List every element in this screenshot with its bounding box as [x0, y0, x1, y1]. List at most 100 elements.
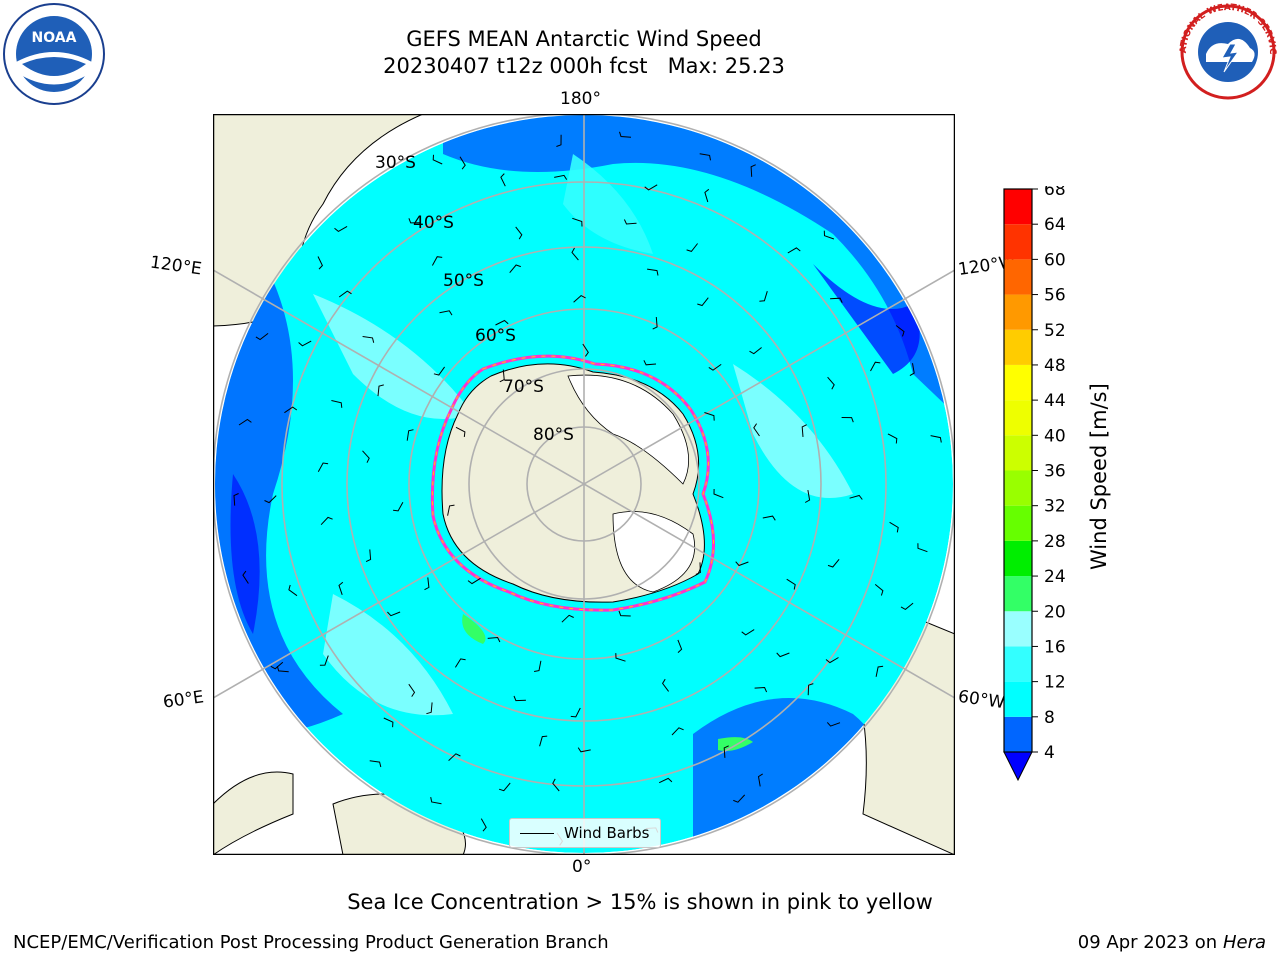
wind-barb [556, 134, 562, 147]
colorbar-block [1004, 364, 1032, 401]
wind-barb [430, 797, 442, 805]
lat-label-40s: 40°S [413, 213, 454, 233]
wind-barb [643, 360, 657, 366]
chart-subtitle: 20230407 t12z 000h fcst Max: 25.23 [0, 54, 1168, 78]
footer-date: 09 Apr 2023 on Hera [1078, 932, 1266, 953]
wind-barb [787, 247, 801, 254]
wind-barb [573, 294, 586, 303]
legend-label: Wind Barbs [564, 824, 650, 842]
footer-host: Hera [1222, 932, 1266, 953]
lon-label-120e: 120°E [148, 252, 203, 280]
wind-barb [500, 173, 506, 187]
wind-barb [677, 639, 683, 653]
lon-label-180: 180° [560, 89, 601, 109]
wind-barb [509, 264, 521, 274]
wind-barb [647, 268, 659, 276]
lat-label-30s: 30°S [375, 153, 416, 173]
wind-barb [582, 343, 589, 357]
wind-barb [900, 602, 914, 611]
colorbar-blocks [1004, 189, 1032, 752]
lat-label-80s: 80°S [533, 425, 574, 445]
colorbar-block [1004, 259, 1032, 295]
wind-barb [480, 818, 487, 832]
wind-barb [319, 655, 329, 666]
wind-barb [619, 131, 632, 138]
colorbar-block [1004, 646, 1032, 682]
wind-barb [284, 406, 298, 414]
wind-barb [930, 435, 942, 443]
wind-barb [270, 661, 284, 670]
wind-barb [804, 490, 811, 503]
wind-barb [276, 665, 289, 673]
wind-barb [408, 218, 421, 224]
wind-barb [830, 297, 843, 303]
colorbar-extend-arrow [1003, 751, 1033, 782]
lon-label-0: 0° [572, 857, 592, 877]
nws-logo: NATIONAL WEATHER SERVICE [1172, 0, 1280, 102]
wind-barb [618, 610, 631, 617]
wind-barb [552, 778, 560, 792]
colorbar-block [1004, 400, 1032, 436]
noaa-logo-text: NOAA [32, 30, 77, 46]
wind-barb [841, 417, 854, 423]
wind-barb [801, 424, 807, 437]
wind-barb [623, 219, 637, 225]
wind-barb [723, 745, 729, 758]
colorbar-block [1004, 681, 1032, 717]
wind-barb [704, 412, 715, 421]
wind-barb [561, 614, 574, 623]
wind-barb [917, 543, 928, 553]
colorbar-tick-label: 8 [1044, 708, 1055, 728]
colorbar-block [1004, 716, 1032, 752]
wind-barb [539, 735, 548, 747]
map-legend: Wind Barbs [509, 818, 661, 848]
colorbar: 4 8 12 16 20 24 28 32 36 40 44 48 52 56 60 64 68 [1000, 180, 1120, 786]
colorbar-block [1004, 294, 1032, 330]
wind-barb [762, 515, 776, 521]
graticule [213, 114, 955, 855]
wind-barb [317, 256, 324, 270]
colorbar-tick-label: 36 [1044, 462, 1066, 482]
wind-barb [534, 660, 542, 672]
colorbar-tick-label: 4 [1044, 743, 1055, 763]
legend-line-swatch [520, 832, 554, 834]
noaa-logo: NOAA [2, 2, 106, 106]
wind-barb [365, 549, 372, 563]
colorbar-tick-label: 68 [1044, 186, 1066, 200]
wind-barb [238, 418, 252, 426]
wind-barb [807, 683, 814, 696]
colorbar-block [1004, 540, 1032, 577]
wind-barb [448, 753, 461, 761]
wind-barb [383, 717, 394, 728]
run-info: 20230407 t12z 000h fcst [383, 54, 648, 78]
wind-barb [362, 336, 375, 343]
wind-barb [827, 558, 840, 568]
chart-title: GEFS MEAN Antarctic Wind Speed [406, 27, 762, 51]
wind-barb [909, 363, 915, 377]
wind-barb [499, 369, 505, 383]
wind-barb [393, 501, 404, 512]
sea-ice-note: Sea Ice Concentration > 15% is shown in … [347, 890, 933, 914]
wind-barb [827, 376, 835, 390]
footer-branch: NCEP/EMC/Verification Post Processing Pr… [13, 932, 609, 953]
wind-barb [577, 747, 591, 753]
wind-barb [704, 188, 710, 203]
colorbar-tick-label: 16 [1044, 637, 1066, 657]
wind-barb [467, 577, 481, 585]
colorbar-tick-label: 56 [1044, 286, 1066, 306]
polar-map: 30°S 40°S 50°S 60°S 70°S 80°S [213, 114, 955, 855]
africa-land [213, 771, 294, 855]
wind-barb [513, 695, 526, 702]
colorbar-tick-label: 24 [1044, 567, 1066, 587]
wind-barb [875, 665, 884, 677]
wind-barb [570, 707, 581, 718]
wind-barb [887, 433, 898, 444]
map-panel: 30°S 40°S 50°S 60°S 70°S 80°S [213, 114, 955, 855]
wind-barb [454, 658, 466, 668]
wind-barb [754, 686, 768, 693]
wind-barb [255, 333, 269, 341]
wind-barb [447, 504, 455, 516]
lon-label-60e: 60°E [161, 687, 206, 713]
wind-barb [331, 400, 343, 408]
wind-barb [786, 578, 796, 590]
